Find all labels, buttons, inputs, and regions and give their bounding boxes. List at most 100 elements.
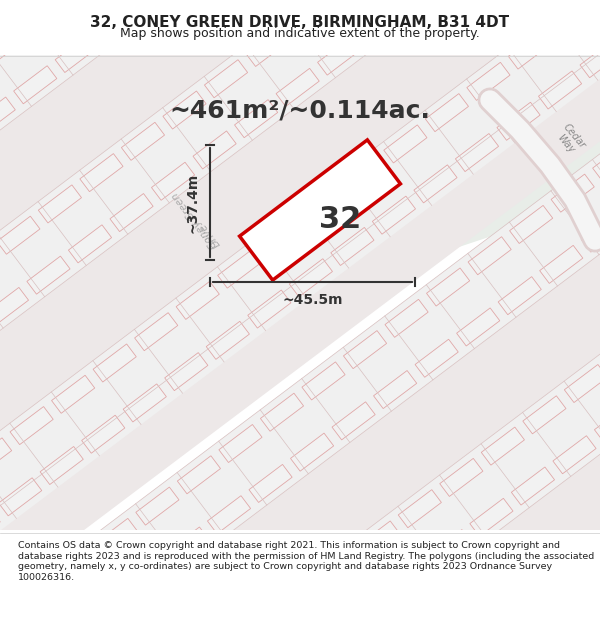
- Polygon shape: [290, 433, 334, 471]
- Polygon shape: [0, 216, 40, 254]
- Polygon shape: [450, 55, 600, 250]
- Polygon shape: [124, 558, 167, 596]
- Polygon shape: [593, 143, 600, 181]
- Polygon shape: [385, 299, 428, 338]
- Polygon shape: [523, 396, 566, 434]
- Polygon shape: [276, 68, 319, 106]
- Polygon shape: [121, 122, 164, 161]
- Polygon shape: [551, 174, 594, 212]
- Polygon shape: [219, 424, 262, 462]
- Text: Contains OS data © Crown copyright and database right 2021. This information is : Contains OS data © Crown copyright and d…: [18, 541, 594, 582]
- Polygon shape: [345, 592, 388, 625]
- Polygon shape: [123, 384, 166, 422]
- Polygon shape: [67, 0, 110, 1]
- Polygon shape: [206, 321, 250, 359]
- Polygon shape: [343, 331, 386, 369]
- Polygon shape: [14, 66, 57, 104]
- Polygon shape: [509, 206, 553, 244]
- Polygon shape: [165, 352, 208, 391]
- Polygon shape: [163, 91, 206, 129]
- Polygon shape: [455, 134, 499, 172]
- Polygon shape: [151, 162, 194, 200]
- Polygon shape: [94, 518, 137, 556]
- Polygon shape: [302, 362, 345, 400]
- Polygon shape: [68, 225, 112, 263]
- Text: Coney Green: Coney Green: [170, 190, 220, 250]
- Polygon shape: [0, 53, 600, 625]
- Text: Cedar
Way: Cedar Way: [553, 122, 587, 158]
- Polygon shape: [425, 94, 469, 132]
- Polygon shape: [384, 125, 427, 163]
- Polygon shape: [246, 28, 289, 66]
- Polygon shape: [565, 364, 600, 403]
- Polygon shape: [97, 3, 140, 41]
- Polygon shape: [0, 0, 431, 347]
- Polygon shape: [218, 250, 261, 288]
- Polygon shape: [0, 0, 479, 411]
- Polygon shape: [235, 99, 278, 138]
- Polygon shape: [550, 0, 593, 38]
- Polygon shape: [259, 219, 302, 257]
- Polygon shape: [304, 624, 347, 625]
- Polygon shape: [38, 185, 82, 223]
- Text: ~461m²/~0.114ac.: ~461m²/~0.114ac.: [170, 98, 430, 122]
- Polygon shape: [205, 60, 248, 98]
- Polygon shape: [239, 140, 400, 280]
- Text: ~45.5m: ~45.5m: [282, 293, 343, 307]
- Polygon shape: [37, 237, 600, 625]
- Text: Map shows position and indicative extent of the property.: Map shows position and indicative extent…: [120, 27, 480, 39]
- Polygon shape: [0, 97, 15, 135]
- Polygon shape: [134, 312, 178, 351]
- Polygon shape: [138, 0, 181, 10]
- Polygon shape: [580, 39, 600, 78]
- Polygon shape: [595, 404, 600, 442]
- Polygon shape: [41, 621, 85, 625]
- Polygon shape: [25, 0, 68, 32]
- Polygon shape: [0, 438, 11, 476]
- Polygon shape: [248, 290, 291, 328]
- Polygon shape: [317, 37, 361, 75]
- Polygon shape: [498, 277, 541, 315]
- Polygon shape: [93, 344, 136, 382]
- Polygon shape: [581, 214, 600, 252]
- Polygon shape: [232, 615, 275, 625]
- Text: Drive: Drive: [197, 221, 223, 249]
- Polygon shape: [52, 375, 95, 413]
- Polygon shape: [481, 427, 524, 465]
- Polygon shape: [374, 371, 417, 409]
- Polygon shape: [539, 246, 583, 283]
- Polygon shape: [359, 6, 402, 44]
- Polygon shape: [55, 34, 98, 72]
- Polygon shape: [11, 581, 55, 619]
- Polygon shape: [208, 496, 251, 534]
- Polygon shape: [274, 584, 317, 622]
- Polygon shape: [287, 0, 331, 35]
- Polygon shape: [0, 109, 600, 625]
- Polygon shape: [415, 339, 458, 377]
- Text: ~37.4m: ~37.4m: [185, 173, 199, 232]
- Polygon shape: [80, 154, 123, 192]
- Polygon shape: [193, 131, 236, 169]
- Polygon shape: [373, 196, 416, 234]
- Polygon shape: [457, 308, 500, 346]
- Polygon shape: [85, 301, 600, 625]
- Polygon shape: [315, 552, 358, 591]
- Polygon shape: [260, 393, 304, 431]
- Polygon shape: [0, 612, 13, 625]
- Polygon shape: [0, 0, 527, 475]
- Polygon shape: [511, 467, 554, 505]
- Polygon shape: [0, 0, 600, 602]
- Polygon shape: [356, 521, 400, 559]
- Polygon shape: [428, 529, 472, 568]
- Polygon shape: [176, 281, 220, 319]
- Text: 32, CONEY GREEN DRIVE, BIRMINGHAM, B31 4DT: 32, CONEY GREEN DRIVE, BIRMINGHAM, B31 4…: [91, 16, 509, 31]
- Polygon shape: [497, 102, 540, 140]
- Polygon shape: [440, 458, 483, 496]
- Polygon shape: [398, 489, 442, 528]
- Polygon shape: [10, 406, 53, 444]
- Polygon shape: [0, 0, 575, 539]
- Polygon shape: [166, 527, 209, 565]
- Polygon shape: [53, 549, 96, 588]
- Polygon shape: [508, 31, 551, 69]
- Polygon shape: [427, 268, 470, 306]
